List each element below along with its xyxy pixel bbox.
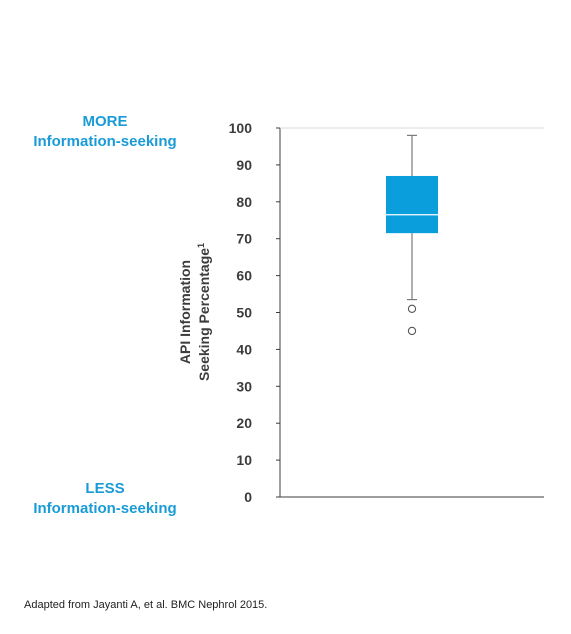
source-footnote: Adapted from Jayanti A, et al. BMC Nephr… — [24, 599, 268, 611]
y-axis-title: API Information Seeking Percentage1 — [177, 243, 212, 381]
y-tick-label: 60 — [236, 268, 252, 284]
y-tick-label: 10 — [236, 452, 252, 468]
y-tick-label: 100 — [229, 120, 253, 136]
y-tick-label: 30 — [236, 378, 252, 394]
y-axis-ticks: 0 10 20 30 40 50 60 70 80 90 100 — [229, 120, 280, 505]
y-tick-label: 90 — [236, 157, 252, 173]
y-axis-title-line2-text: Seeking Percentage — [196, 248, 212, 381]
outlier-point — [407, 304, 417, 313]
y-tick-label: 80 — [236, 194, 252, 210]
y-tick-label: 0 — [244, 489, 252, 505]
y-tick-label: 70 — [236, 231, 252, 247]
less-label-line2: Information-seeking — [33, 500, 177, 517]
more-information-seeking-label: MORE Information-seeking — [10, 112, 200, 152]
interquartile-box — [386, 175, 438, 234]
y-tick-label: 20 — [236, 415, 252, 431]
y-axis-title-line1: API Information — [177, 260, 193, 364]
outlier-point — [407, 326, 417, 336]
box-plot — [386, 134, 438, 336]
y-tick-label: 50 — [236, 305, 252, 321]
more-label-line1: MORE — [82, 113, 128, 130]
less-information-seeking-label: LESS Information-seeking — [10, 479, 200, 519]
less-label-line1: LESS — [85, 480, 125, 497]
y-axis-title-superscript: 1 — [196, 243, 206, 248]
y-axis-title-line2: Seeking Percentage1 — [196, 243, 212, 381]
more-label-line2: Information-seeking — [33, 133, 177, 150]
y-tick-label: 40 — [236, 341, 252, 357]
